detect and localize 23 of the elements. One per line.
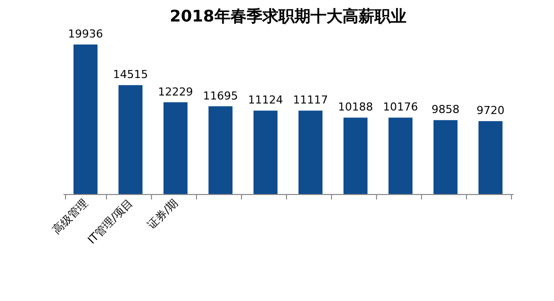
chart-title: 2018年春季求职期十大高薪职业 — [170, 6, 406, 26]
bar — [164, 102, 188, 194]
data-label: 19936 — [68, 27, 103, 40]
data-label: 10176 — [383, 100, 418, 114]
bar — [74, 44, 98, 194]
bar — [434, 120, 458, 194]
data-label: 11117 — [293, 94, 328, 107]
bar — [344, 118, 368, 194]
bar — [208, 106, 232, 194]
data-label: 10188 — [338, 100, 373, 114]
bar — [388, 118, 412, 194]
data-label: 11124 — [248, 94, 283, 107]
data-label: 9858 — [432, 103, 460, 116]
data-label: 11695 — [203, 89, 238, 102]
bar — [298, 110, 322, 194]
x-tick-label: 证券/期 — [145, 196, 180, 232]
bar — [254, 110, 278, 194]
data-label: 12229 — [158, 85, 193, 98]
bar — [118, 85, 142, 194]
data-label: 9720 — [476, 104, 504, 118]
data-label: 14515 — [113, 68, 148, 82]
bar — [478, 121, 502, 194]
x-tick-label: 高级管理 — [50, 196, 90, 237]
